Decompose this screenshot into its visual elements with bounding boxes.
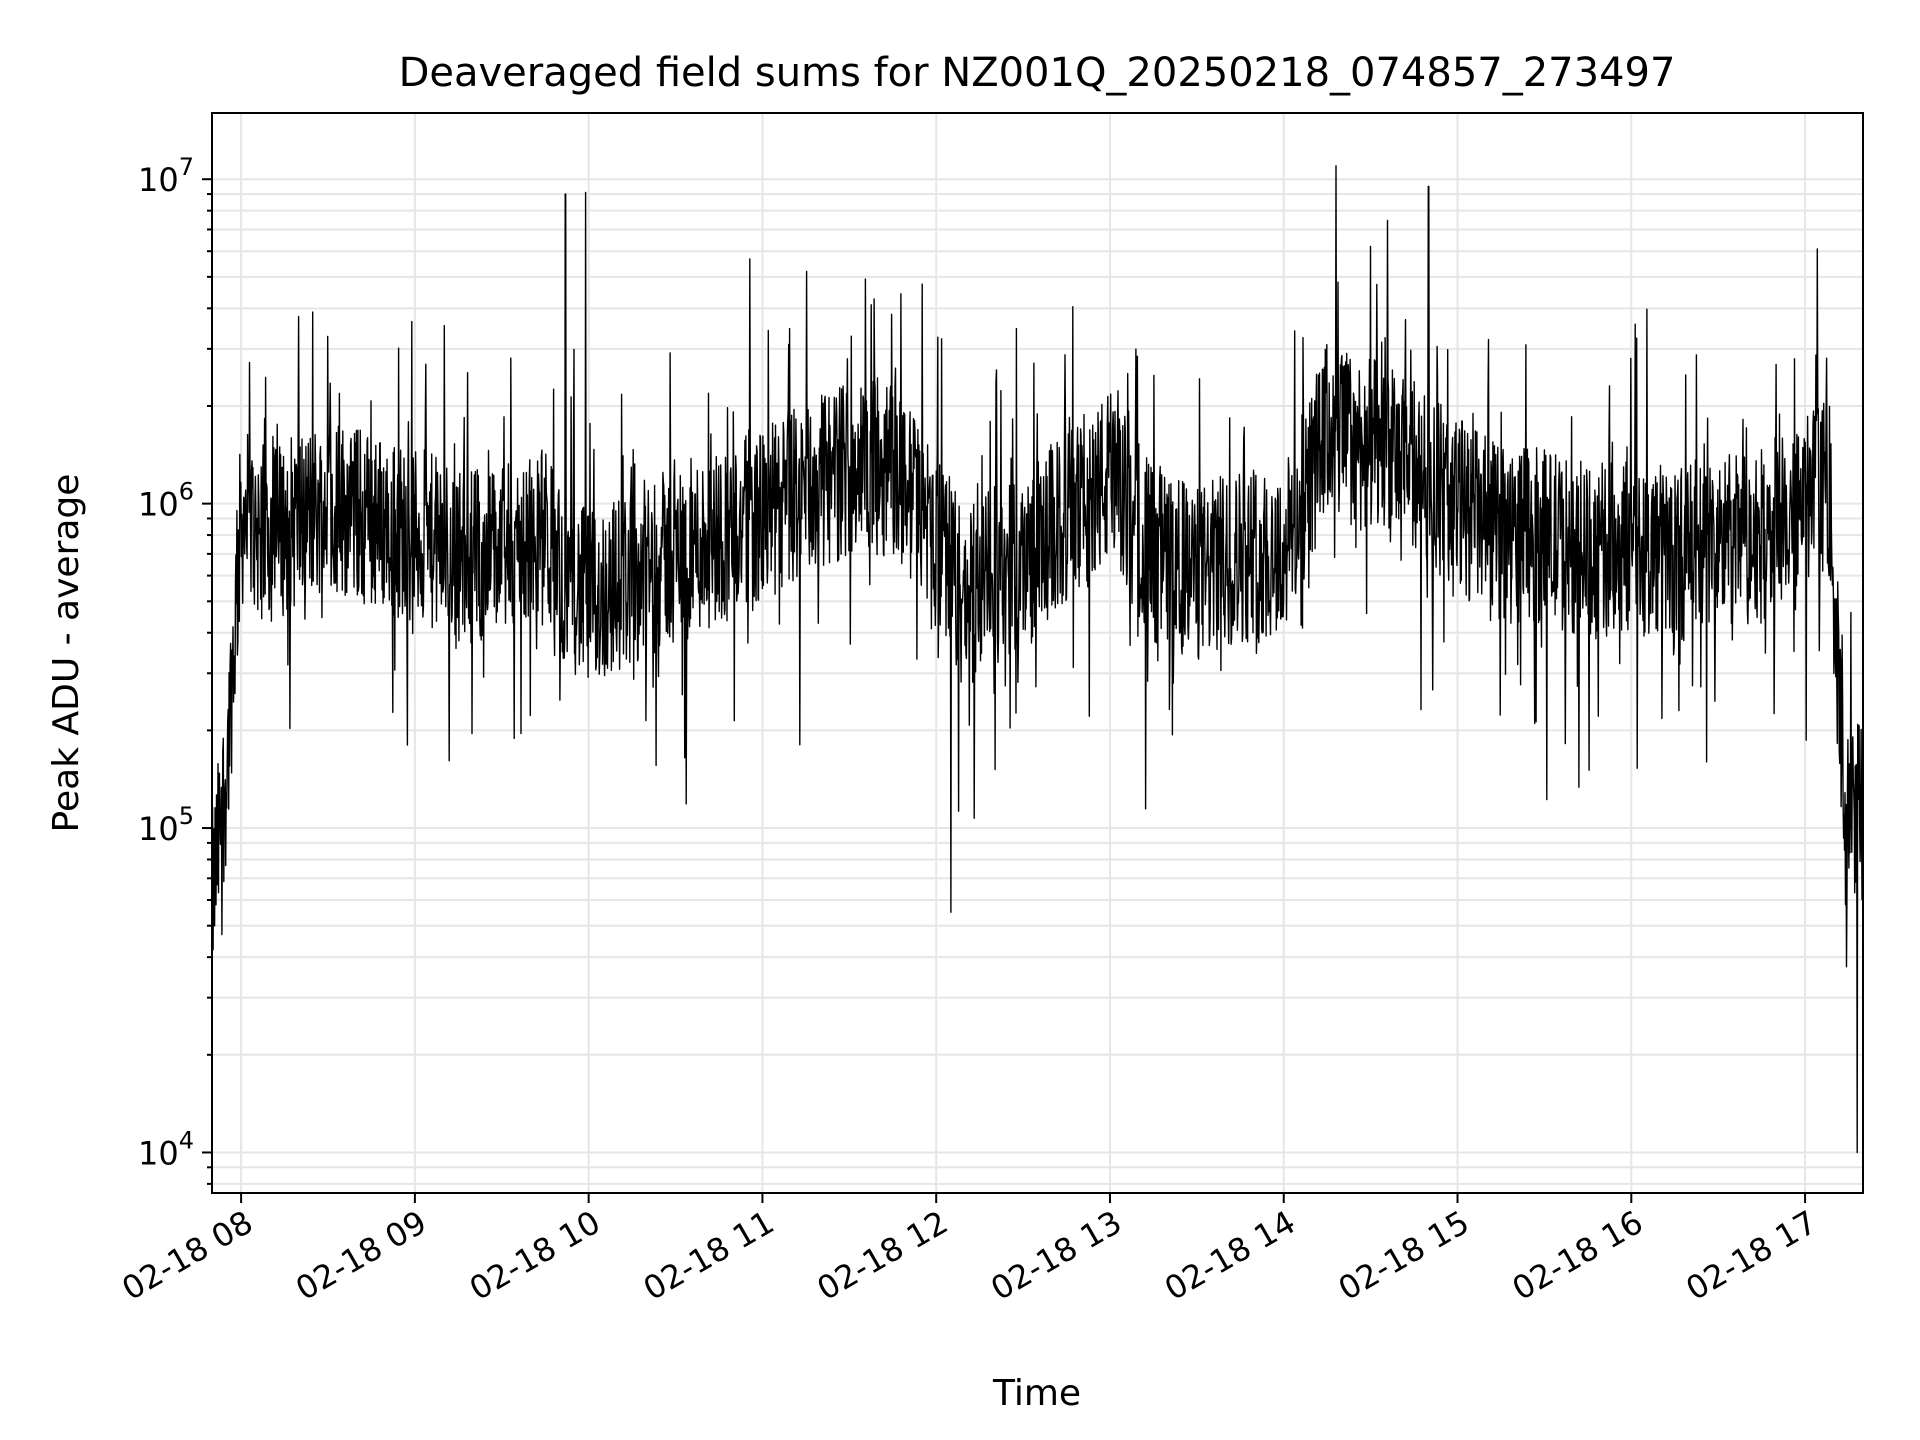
x-tick-label: 02-18 13 — [984, 1203, 1128, 1308]
series-line — [211, 165, 1864, 1154]
y-tick-label: 105 — [138, 802, 194, 848]
x-tick-label: 02-18 09 — [289, 1203, 433, 1308]
x-tick-label: 02-18 15 — [1332, 1203, 1476, 1308]
y-axis-label: Peak ADU - average — [46, 474, 87, 833]
chart-title: Deaveraged field sums for NZ001Q_2025021… — [399, 50, 1676, 96]
x-tick-label: 02-18 14 — [1158, 1203, 1302, 1308]
series-layer — [211, 165, 1864, 1154]
y-tick-label: 107 — [138, 153, 194, 199]
x-tick-label: 02-18 16 — [1506, 1203, 1650, 1308]
y-tick-label: 106 — [138, 478, 194, 524]
plot-frame — [211, 112, 1864, 1194]
grid — [212, 113, 1863, 1193]
x-tick-label: 02-18 08 — [116, 1203, 260, 1308]
y-axis: 104 105 106 107 — [138, 153, 212, 1185]
x-tick-label: 02-18 17 — [1679, 1203, 1823, 1308]
x-axis-label: Time — [992, 1373, 1081, 1414]
x-tick-label: 02-18 11 — [637, 1203, 781, 1308]
x-tick-label: 02-18 10 — [463, 1203, 607, 1308]
x-axis: 02-18 08 02-18 09 02-18 10 02-18 11 02-18 12… — [116, 1193, 1823, 1308]
y-tick-label: 104 — [138, 1126, 194, 1172]
x-tick-label: 02-18 12 — [811, 1203, 955, 1308]
